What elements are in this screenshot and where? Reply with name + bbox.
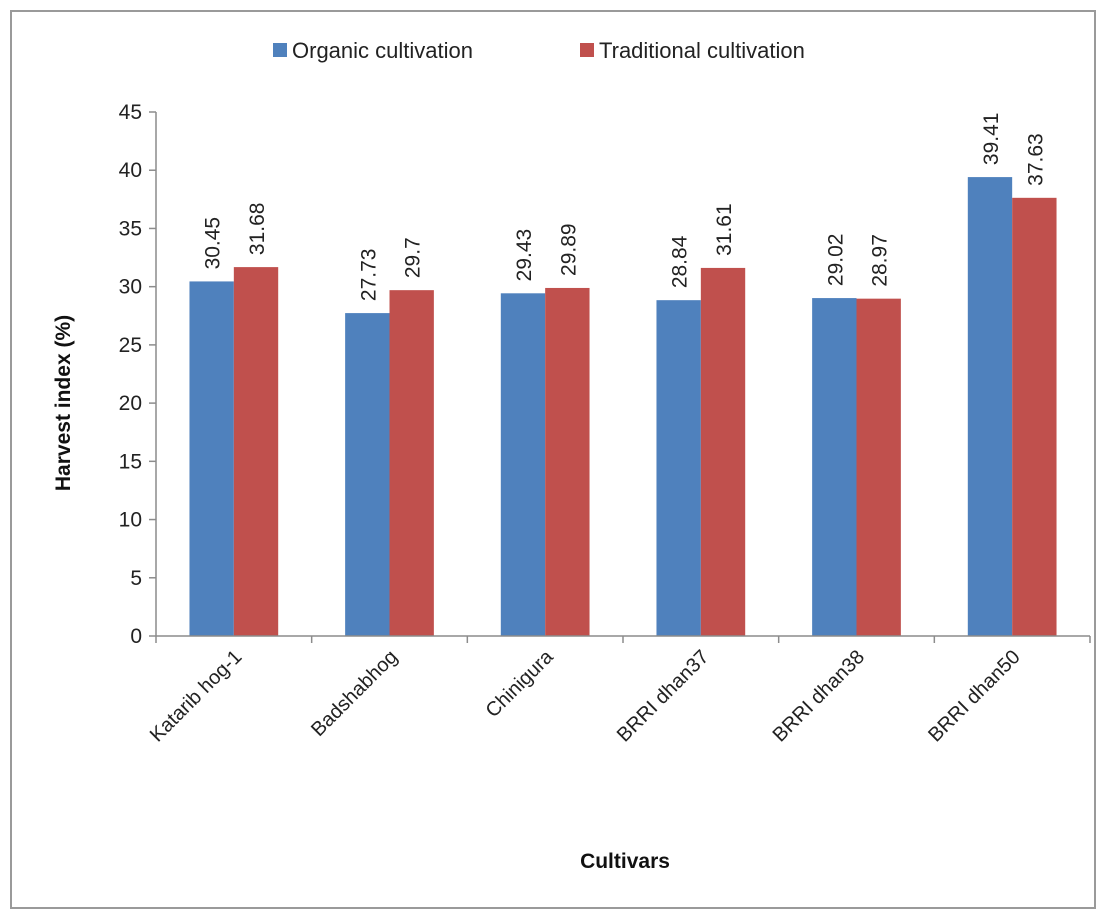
data-label-traditional: 31.61 xyxy=(713,203,736,256)
legend: Organic cultivation Traditional cultivat… xyxy=(273,38,805,63)
category-label: Badshabhog xyxy=(307,646,402,741)
data-label-organic: 29.02 xyxy=(824,234,847,287)
y-tick-label: 20 xyxy=(119,392,142,415)
category-label: BRRI dhan38 xyxy=(769,646,869,746)
data-label-organic: 27.73 xyxy=(357,249,380,302)
data-label-organic: 39.41 xyxy=(980,113,1003,166)
data-label-traditional: 29.89 xyxy=(557,223,580,276)
bar-organic xyxy=(345,313,390,636)
bar-traditional xyxy=(856,298,901,636)
data-label-traditional: 28.97 xyxy=(869,234,892,287)
category-label: BRRI dhan50 xyxy=(924,646,1024,746)
legend-swatch-traditional xyxy=(580,43,594,57)
data-label-traditional: 37.63 xyxy=(1024,133,1047,186)
y-tick-label: 45 xyxy=(119,101,142,124)
legend-swatch-organic xyxy=(273,43,287,57)
y-tick-label: 40 xyxy=(119,159,142,182)
bar-organic xyxy=(500,293,546,636)
bar-traditional xyxy=(389,290,434,636)
bar-organic xyxy=(812,298,857,636)
legend-label-organic: Organic cultivation xyxy=(292,38,473,63)
legend-label-traditional: Traditional cultivation xyxy=(599,38,805,63)
y-tick-label: 30 xyxy=(119,276,142,299)
y-tick-label: 15 xyxy=(119,450,142,473)
data-label-traditional: 31.68 xyxy=(246,203,269,256)
bars: 30.45 31.68 27.73 29.7 29.43 29.89 28.84 31.61 2… xyxy=(189,113,1057,636)
y-tick-label: 25 xyxy=(119,334,142,357)
category-label: Chinigura xyxy=(482,645,559,722)
y-tick-label: 5 xyxy=(130,567,142,590)
bar-organic xyxy=(189,281,234,636)
category-label: BRRI dhan37 xyxy=(613,646,713,746)
x-axis-title: Cultivars xyxy=(580,850,670,873)
y-tick-label: 35 xyxy=(119,217,142,240)
y-tick-label: 10 xyxy=(119,509,142,532)
bar-traditional xyxy=(700,267,746,636)
bar-organic xyxy=(656,300,701,636)
x-axis: Katarib hog-1 Badshabhog Chinigura BRRI dha… xyxy=(146,635,1091,746)
data-label-traditional: 29.7 xyxy=(402,237,425,278)
y-tick-label: 0 xyxy=(130,625,142,648)
data-label-organic: 30.45 xyxy=(202,217,225,270)
data-label-organic: 28.84 xyxy=(669,235,692,288)
data-label-organic: 29.43 xyxy=(513,229,536,282)
bar-organic xyxy=(967,177,1013,636)
bar-traditional xyxy=(545,287,590,636)
y-axis: 0 5 10 15 20 25 30 35 40 45 xyxy=(119,101,157,648)
category-label: Katarib hog-1 xyxy=(146,646,246,746)
y-axis-title: Harvest index (%) xyxy=(52,315,75,491)
bar-traditional xyxy=(233,267,279,636)
bar-traditional xyxy=(1012,197,1057,636)
